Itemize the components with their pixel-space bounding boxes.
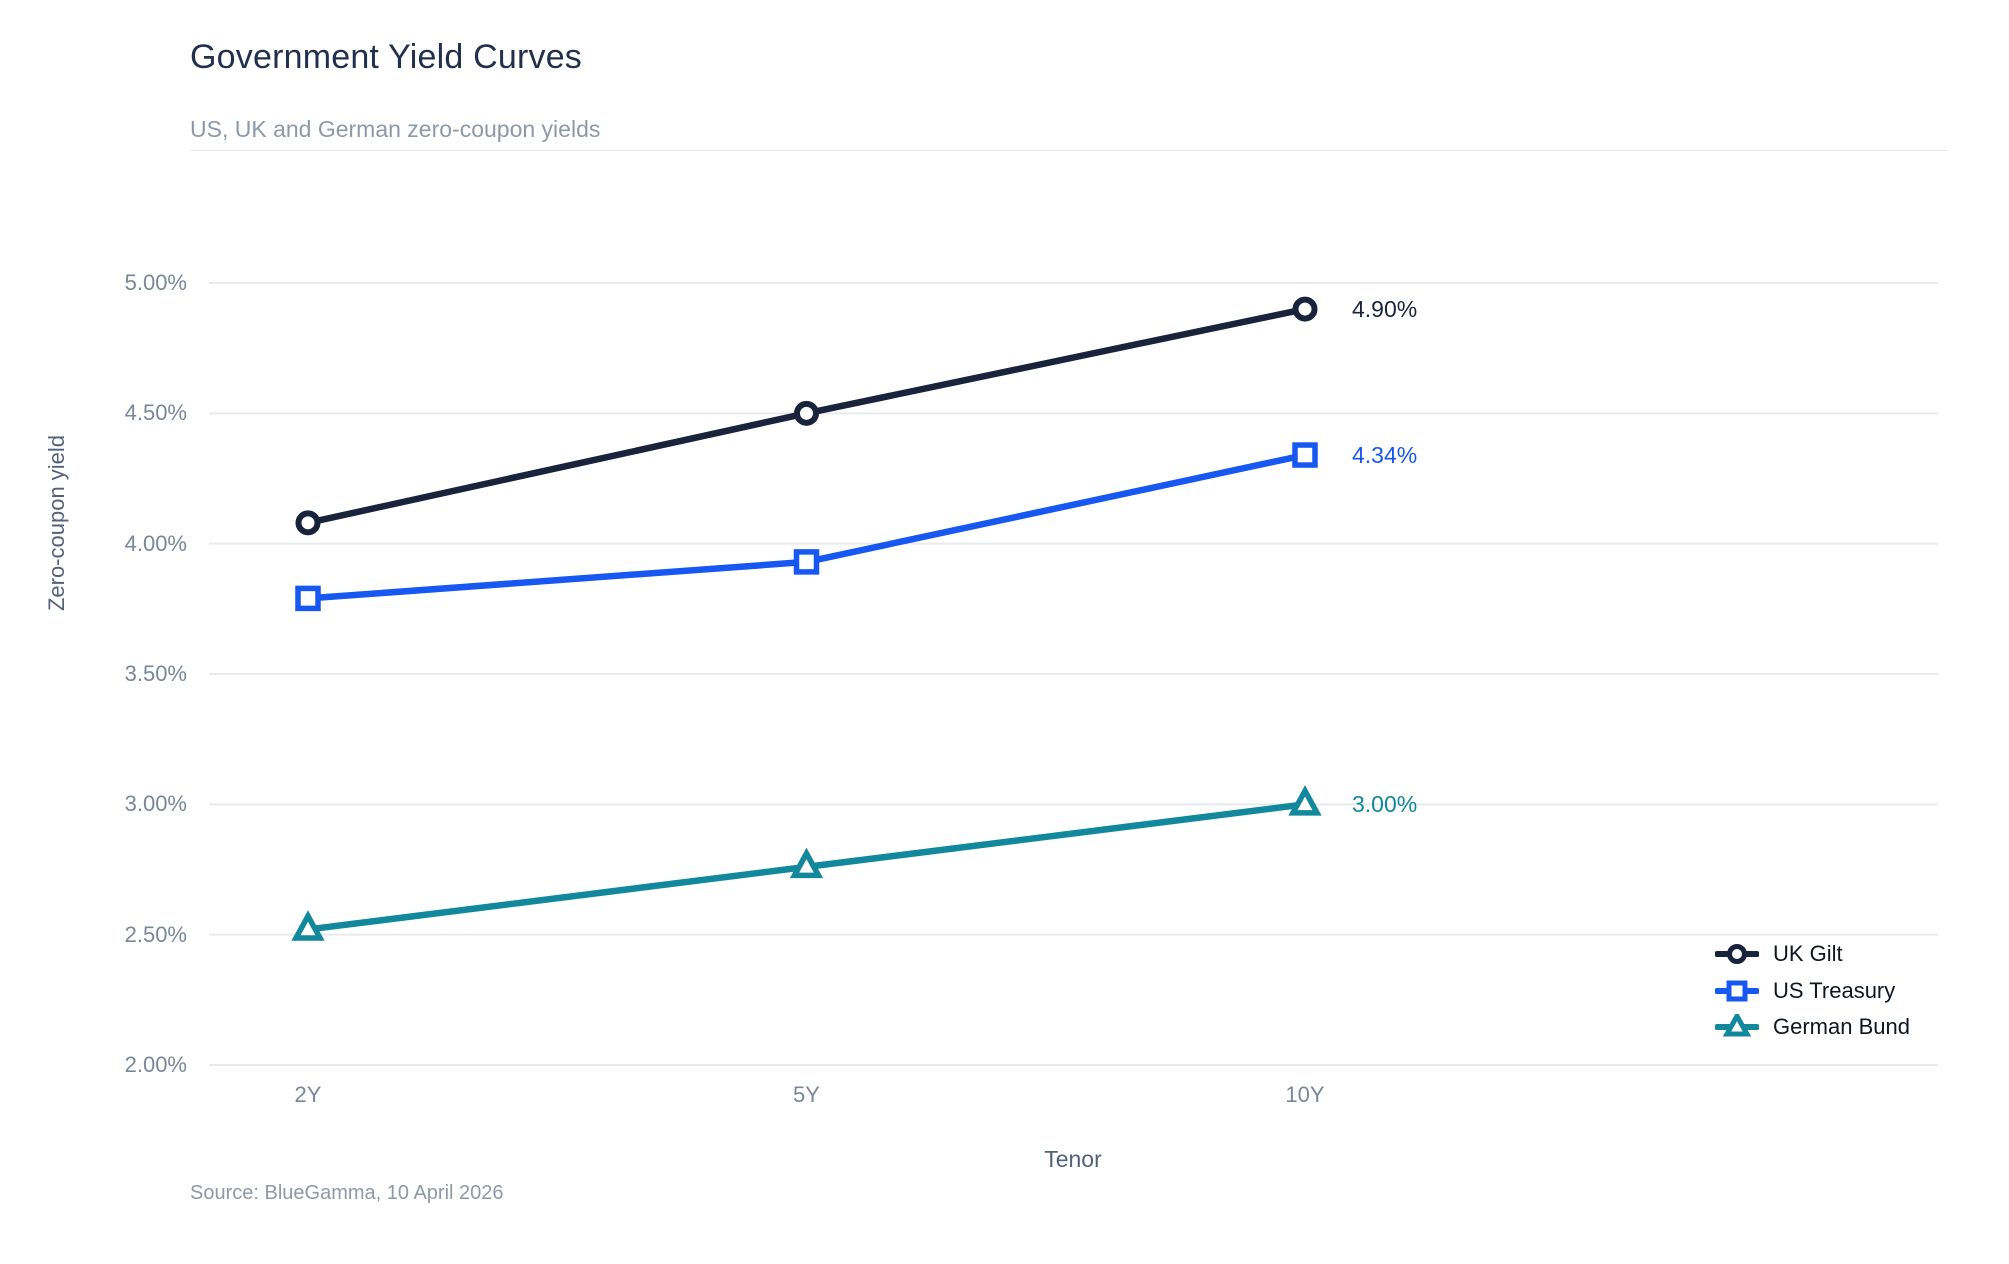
end-label-uk-gilt: 4.90% <box>1352 296 1418 323</box>
chart-title: Government Yield Curves <box>190 38 582 76</box>
legend-item-german-bund[interactable]: German Bund <box>1715 1009 1910 1046</box>
y-tick-4-00-: 4.00% <box>124 530 187 556</box>
x-tick-10y: 10Y <box>1285 1082 1325 1107</box>
series-us-treasury <box>295 442 1318 612</box>
end-label-us-treasury: 4.34% <box>1352 442 1418 469</box>
y-tick-4-50-: 4.50% <box>124 400 187 426</box>
legend-label-uk-gilt: UK Gilt <box>1773 941 1843 967</box>
series-line-us-treasury <box>304 451 1309 602</box>
source-note: Source: BlueGamma, 10 April 2026 <box>190 1182 504 1204</box>
marker-us-treasury-10y[interactable] <box>1292 442 1318 468</box>
legend-marker-uk-gilt-icon <box>1715 944 1759 965</box>
chart-legend: UK Gilt US Treasury German Bund <box>1715 936 1910 1046</box>
marker-uk-gilt-2y[interactable] <box>295 510 321 536</box>
header-divider <box>190 150 1948 151</box>
x-tick-2y: 2Y <box>294 1082 322 1107</box>
legend-item-uk-gilt[interactable]: UK Gilt <box>1715 936 1910 973</box>
marker-uk-gilt-5y[interactable] <box>794 400 819 426</box>
legend-label-german-bund: German Bund <box>1773 1014 1910 1040</box>
marker-german-bund-2y[interactable] <box>291 910 325 941</box>
y-axis-title: Zero-coupon yield <box>44 434 69 612</box>
x-axis-title: Tenor <box>1044 1146 1102 1172</box>
series-german-bund <box>291 785 1322 941</box>
marker-us-treasury-2y[interactable] <box>295 585 321 612</box>
legend-marker-us-treasury-icon <box>1715 980 1759 1002</box>
y-tick-5-00-: 5.00% <box>124 270 187 295</box>
marker-german-bund-10y[interactable] <box>1288 785 1322 816</box>
legend-label-us-treasury: US Treasury <box>1773 977 1896 1003</box>
legend-marker-german-bund-icon <box>1715 1014 1759 1037</box>
series-uk-gilt <box>295 296 1318 536</box>
chart-subtitle: US, UK and German zero-coupon yields <box>190 116 601 142</box>
end-label-german-bund: 3.00% <box>1352 791 1418 818</box>
legend-item-us-treasury[interactable]: US Treasury <box>1715 973 1910 1010</box>
y-tick-3-00-: 3.00% <box>124 791 187 817</box>
marker-us-treasury-5y[interactable] <box>793 549 820 575</box>
y-tick-2-50-: 2.50% <box>124 921 187 947</box>
y-tick-2-00-: 2.00% <box>124 1052 187 1077</box>
y-tick-3-50-: 3.50% <box>124 661 187 686</box>
marker-german-bund-5y[interactable] <box>789 847 824 879</box>
x-tick-5y: 5Y <box>793 1082 820 1107</box>
marker-uk-gilt-10y[interactable] <box>1292 296 1318 322</box>
